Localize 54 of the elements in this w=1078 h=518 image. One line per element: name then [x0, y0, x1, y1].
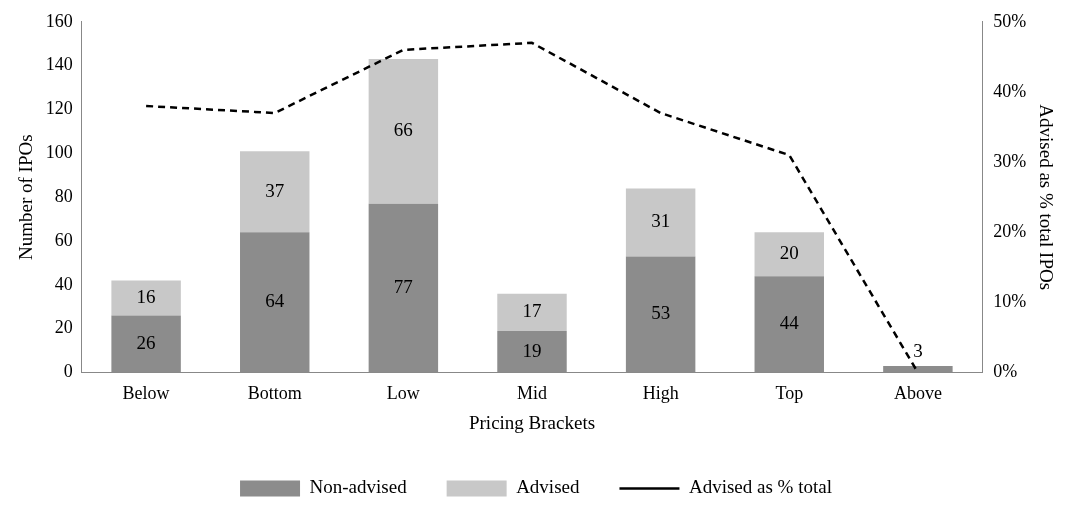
data-label: 53: [651, 302, 671, 324]
y-tick-label: 140: [45, 54, 73, 75]
bar: [111, 315, 181, 373]
x-tick-label: Low: [386, 383, 420, 404]
y-tick-label: 20: [54, 317, 73, 338]
data-label: 64: [265, 290, 285, 312]
bar: [368, 203, 439, 373]
y-tick-label: 120: [45, 98, 73, 119]
bar: [240, 151, 310, 233]
bar: [754, 276, 824, 373]
legend-label: Advised as % total: [688, 476, 832, 498]
x-tick-label: Below: [122, 383, 170, 404]
data-label: 31: [651, 210, 671, 232]
data-label: 37: [265, 179, 285, 201]
y-tick-label: 40: [54, 273, 73, 294]
y2-tick-label: 50%: [993, 10, 1027, 31]
y-tick-label: 100: [45, 142, 73, 163]
bar: [497, 293, 567, 331]
legend-label: Non-advised: [309, 476, 408, 498]
data-label: 66: [393, 119, 413, 141]
y2-tick-label: 20%: [993, 221, 1027, 242]
data-label: 16: [136, 286, 156, 308]
y-tick-label: 60: [54, 229, 73, 250]
data-label: 17: [522, 300, 542, 322]
bar: [625, 188, 696, 257]
bar: [368, 59, 439, 204]
y2-tick-label: 30%: [993, 150, 1027, 171]
y-tick-label: 160: [45, 10, 73, 31]
x-axis-title: Pricing Brackets: [468, 411, 596, 433]
x-tick-label: Top: [775, 383, 804, 404]
y2-axis-title: Advised as % total IPOs: [1035, 104, 1057, 291]
y2-tick-label: 40%: [993, 80, 1027, 101]
data-label: 19: [522, 339, 542, 361]
data-label: 26: [136, 332, 156, 354]
y-tick-label: 0: [63, 361, 73, 382]
data-label: 20: [779, 242, 799, 264]
bar: [497, 330, 567, 373]
y2-tick-label: 10%: [993, 291, 1027, 312]
data-label: 77: [393, 276, 413, 298]
data-label: 3: [913, 340, 923, 362]
bar: [240, 232, 310, 373]
bar: [883, 366, 953, 373]
x-tick-label: Mid: [517, 383, 548, 404]
x-tick-label: Bottom: [247, 383, 302, 404]
y-tick-label: 80: [54, 185, 73, 206]
y-axis-title: Number of IPOs: [15, 134, 37, 260]
y2-tick-label: 0%: [993, 361, 1018, 382]
x-tick-label: Above: [893, 383, 942, 404]
legend-label: Advised: [516, 476, 580, 498]
bar: [111, 280, 181, 316]
bar: [625, 256, 696, 373]
data-label: 44: [779, 312, 800, 334]
x-tick-label: High: [642, 383, 679, 404]
bar: [754, 232, 824, 277]
